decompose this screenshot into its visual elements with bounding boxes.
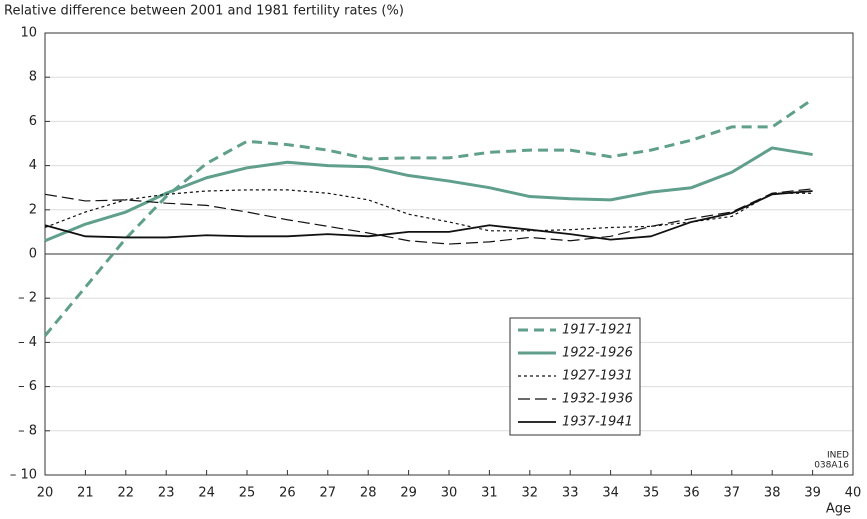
x-tick-label: 24 [198,486,215,501]
y-tick-label: 10 [20,26,37,41]
legend-label: 1932-1936 [562,392,633,407]
annotation: 038A16 [814,461,849,471]
y-tick-label: 8 [29,70,37,85]
x-tick-label: 20 [37,486,54,501]
y-tick-label: – 4 [18,335,37,350]
legend-label: 1937-1941 [562,415,633,430]
x-tick-label: 30 [441,486,458,501]
annotation: INED [827,451,849,461]
x-axis-label: Age [826,502,851,517]
x-tick-label: 38 [764,486,781,501]
x-tick-label: 33 [562,486,579,501]
legend-label: 1922-1926 [562,346,633,361]
x-tick-label: 37 [724,486,741,501]
x-tick-label: 22 [118,486,135,501]
x-tick-label: 21 [77,486,94,501]
x-tick-label: 27 [320,486,337,501]
x-tick-label: 23 [158,486,175,501]
x-tick-label: 35 [643,486,660,501]
chart-title: Relative difference between 2001 and 198… [4,4,404,19]
legend-label: 1927-1931 [562,369,633,384]
x-tick-label: 26 [279,486,296,501]
y-tick-label: 2 [29,202,37,217]
x-tick-label: 28 [360,486,377,501]
x-tick-label: 32 [522,486,539,501]
x-tick-label: 36 [683,486,700,501]
x-tick-label: 39 [804,486,821,501]
y-tick-label: – 2 [18,291,37,306]
x-tick-label: 29 [400,486,417,501]
y-tick-label: – 8 [18,423,37,438]
series-line [44,189,813,232]
x-tick-label: 31 [481,486,498,501]
x-tick-label: 40 [845,486,862,501]
series-line [44,190,813,241]
series-line [44,146,813,243]
y-tick-label: – 10 [10,468,37,483]
plot-frame [44,32,854,476]
x-tick-label: 25 [239,486,256,501]
y-tick-label: 4 [29,158,37,173]
y-tick-label: – 6 [18,379,37,394]
y-tick-label: 6 [29,114,37,129]
y-tick-label: 0 [29,247,37,262]
x-tick-label: 34 [602,486,619,501]
series-line [44,188,813,245]
legend-label: 1917-1921 [562,323,633,338]
